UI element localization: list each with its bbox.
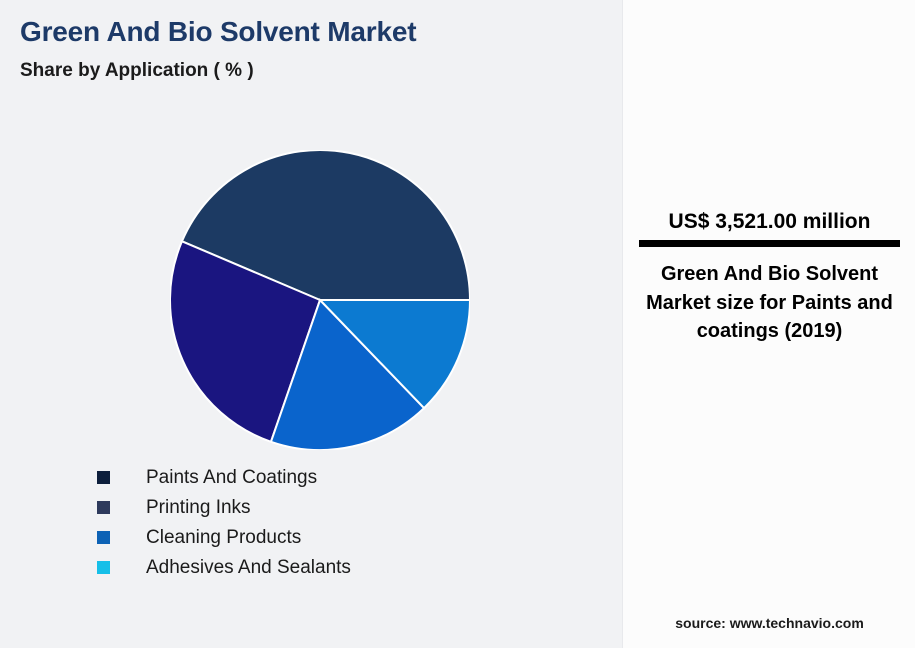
pie-slice[interactable]	[170, 239, 322, 444]
pie-chart	[170, 150, 470, 450]
legend-swatch-icon	[97, 470, 110, 484]
kpi-divider	[639, 240, 900, 248]
legend-item-adhesives-and-sealants[interactable]: Adhesives And Sealants	[97, 552, 597, 582]
chart-subtitle: Share by Application ( % )	[20, 60, 254, 81]
legend-item-cleaning-products[interactable]: Cleaning Products	[97, 522, 597, 552]
kpi-panel: US$ 3,521.00 million Green And Bio Solve…	[622, 0, 915, 648]
legend-swatch-icon	[97, 500, 110, 514]
pie-slice[interactable]	[269, 298, 426, 450]
pie-slice[interactable]	[180, 150, 470, 301]
kpi-caption: Green And Bio Solvent Market size for Pa…	[646, 263, 893, 343]
legend-item-label: Adhesives And Sealants	[146, 556, 351, 578]
legend-item-printing-inks[interactable]: Printing Inks	[97, 492, 597, 522]
source-note: source: www.technavio.com	[675, 615, 864, 631]
legend-item-label: Cleaning Products	[146, 526, 302, 548]
legend-swatch-icon	[97, 560, 110, 574]
legend-item-label: Paints And Coatings	[146, 466, 318, 488]
pie-slice-group	[170, 150, 470, 450]
chart-panel: Green And Bio Solvent Market Share by Ap…	[20, 16, 597, 582]
pie-slice[interactable]	[317, 299, 470, 410]
legend-item-paints-and-coatings[interactable]: Paints And Coatings	[97, 462, 597, 492]
pie-chart-svg	[170, 150, 470, 450]
kpi-block: US$ 3,521.00 million Green And Bio Solve…	[639, 208, 900, 346]
kpi-value: US$ 3,521.00 million	[668, 210, 871, 233]
chart-legend: Paints And Coatings Printing Inks Cleani…	[97, 462, 597, 582]
page-title: Green And Bio Solvent Market	[20, 16, 417, 47]
legend-swatch-icon	[97, 530, 110, 544]
legend-item-label: Printing Inks	[146, 496, 251, 518]
